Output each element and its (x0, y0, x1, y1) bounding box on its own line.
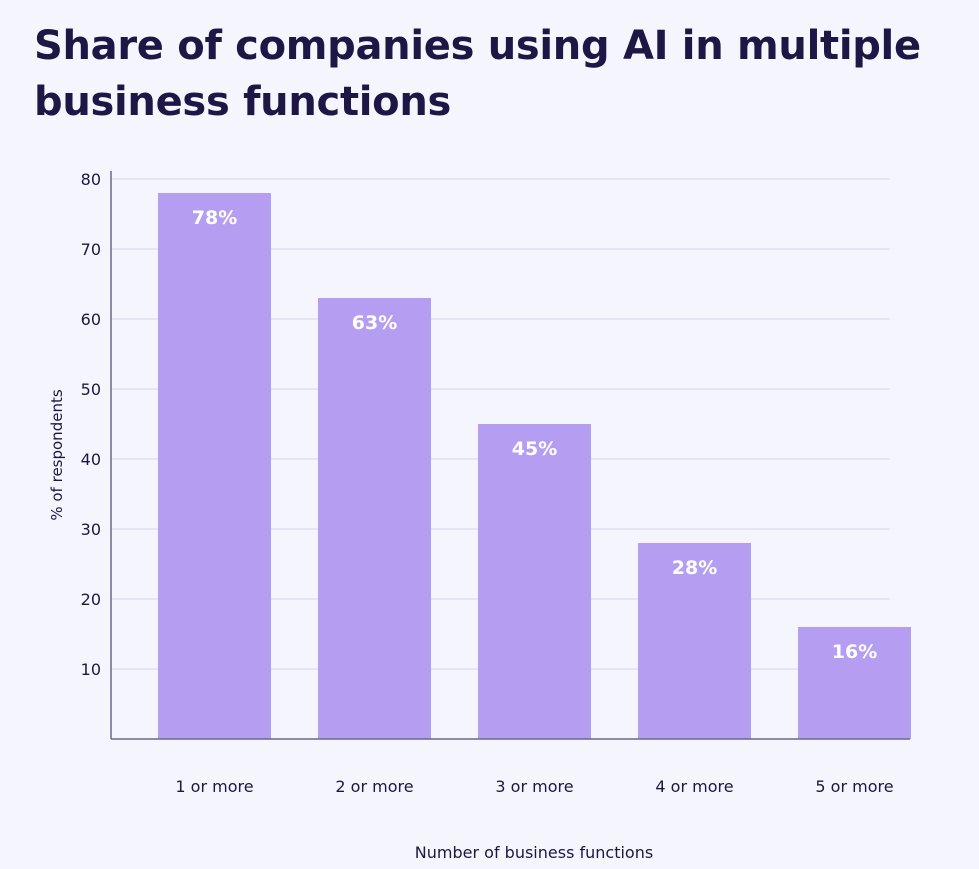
y-tick-label: 10 (81, 660, 101, 679)
x-axis-label: Number of business functions (415, 843, 653, 862)
bar (158, 193, 271, 739)
y-tick-label: 40 (81, 450, 101, 469)
x-tick-label: 2 or more (335, 777, 413, 796)
chart-title: Share of companies using AI in multiple … (34, 23, 921, 125)
y-tick-label: 80 (81, 170, 101, 189)
y-tick-label: 70 (81, 240, 101, 259)
bar (318, 298, 431, 739)
data-label: 63% (352, 312, 397, 334)
data-label: 45% (512, 438, 557, 460)
y-tick-label: 60 (81, 310, 101, 329)
y-axis-label: % of respondents (48, 389, 66, 520)
y-tick-label: 50 (81, 380, 101, 399)
bar (478, 424, 591, 739)
bar (798, 627, 911, 739)
data-label: 28% (672, 557, 717, 579)
x-tick-label: 1 or more (175, 777, 253, 796)
x-tick-label: 4 or more (655, 777, 733, 796)
x-tick-label: 5 or more (815, 777, 893, 796)
data-label: 78% (192, 207, 237, 229)
data-label: 16% (832, 641, 877, 663)
y-tick-label: 30 (81, 520, 101, 539)
bar (638, 543, 751, 739)
x-tick-label: 3 or more (495, 777, 573, 796)
y-tick-label: 20 (81, 590, 101, 609)
